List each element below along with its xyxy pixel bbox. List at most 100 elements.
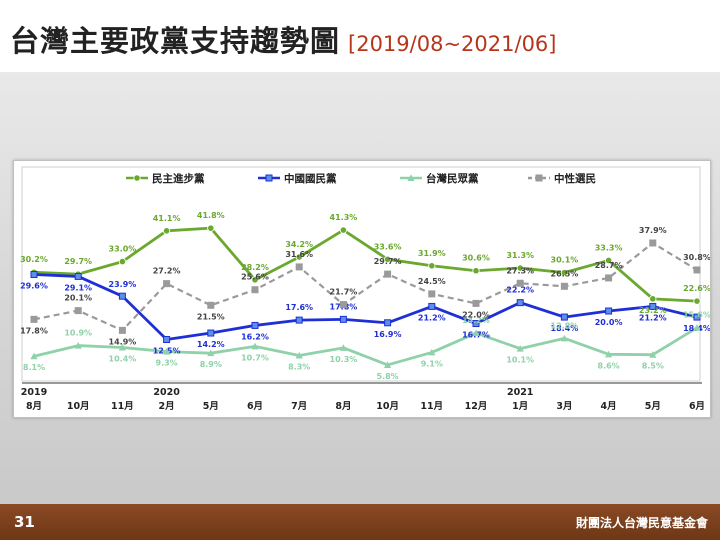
data-point (163, 227, 171, 235)
data-point (339, 315, 347, 323)
data-label: 20.1% (64, 294, 92, 303)
data-point (295, 253, 303, 261)
x-tick-label: 7月 (291, 401, 307, 412)
data-label: 28.2% (241, 263, 269, 272)
data-label: 10.3% (330, 355, 358, 364)
legend-marker-0 (133, 174, 141, 182)
legend-label: 民主進步黨 (152, 172, 205, 185)
chart-card: 民主進步黨 中國國民黨 台灣民眾黨 中性選民 30.2% 29.7% 33.0% 41.1% 4… (13, 160, 711, 418)
data-label: 9.1% (421, 359, 443, 368)
data-point (295, 263, 303, 271)
title-bar: 台灣主要政黨支持趨勢圖 [2019/08~2021/06] (0, 0, 720, 72)
data-label: 30.6% (462, 254, 490, 263)
data-point (428, 262, 436, 270)
data-label: 16.9% (374, 330, 402, 339)
data-label: 10.9% (64, 329, 92, 338)
data-label: 23.9% (109, 280, 137, 289)
data-point (560, 313, 568, 321)
data-label: 33.0% (109, 245, 137, 254)
data-label: 21.2% (418, 313, 446, 322)
data-label: 17.8% (20, 326, 48, 335)
data-point (295, 351, 303, 359)
data-point (384, 319, 392, 327)
data-point (693, 313, 701, 321)
legend-marker-3 (535, 174, 543, 182)
data-point (339, 226, 347, 234)
slide-title: 台灣主要政黨支持趨勢圖 [2019/08~2021/06] (10, 24, 557, 58)
data-point (605, 350, 613, 358)
data-label: 41.1% (153, 214, 181, 223)
x-tick-label: 11月 (420, 401, 443, 412)
data-point (163, 336, 171, 343)
data-point (251, 286, 259, 294)
data-point (118, 326, 126, 334)
data-point (649, 351, 657, 358)
data-label: 31.6% (285, 250, 313, 259)
data-point (472, 329, 480, 337)
data-label: 8.6% (598, 361, 620, 370)
data-label: 8.1% (23, 363, 45, 372)
data-label: 27.3% (506, 266, 534, 275)
data-point (560, 334, 568, 342)
x-tick-label: 5月 (645, 401, 661, 412)
series-line-1 (33, 273, 698, 341)
data-point (295, 316, 303, 324)
organization-name: 財團法人台灣民意基金會 (575, 516, 708, 530)
data-point (30, 315, 38, 323)
series-line-3 (33, 241, 698, 332)
data-point (339, 344, 347, 351)
data-point (649, 295, 657, 303)
data-label: 5.8% (377, 372, 399, 381)
data-point (163, 280, 171, 288)
data-label: 30.2% (20, 255, 48, 264)
data-label: 31.3% (506, 251, 534, 260)
data-point (472, 320, 480, 328)
footer-bar: 31 財團法人台灣民意基金會 (0, 504, 720, 540)
data-label: 31.9% (418, 249, 446, 258)
data-point (604, 256, 613, 265)
x-tick-label: 11月 (111, 401, 134, 412)
data-point (605, 307, 613, 315)
x-tick-label: 6月 (247, 401, 263, 412)
data-label: 21.7% (330, 288, 358, 297)
data-point (339, 301, 347, 309)
data-label: 22.2% (506, 286, 534, 295)
data-label: 18.4% (551, 324, 579, 333)
data-label: 16.2% (241, 332, 269, 341)
data-label: 37.9% (639, 226, 667, 235)
data-point (30, 352, 38, 360)
data-label: 8.3% (288, 362, 310, 371)
data-label: 20.0% (595, 318, 623, 327)
data-point (693, 297, 701, 305)
data-label: 30.8% (683, 253, 710, 262)
data-label: 10.7% (241, 353, 269, 362)
x-tick-label: 4月 (601, 401, 617, 412)
data-point (207, 349, 215, 357)
data-label: 12.8% (551, 321, 579, 330)
x-tick-label: 3月 (556, 401, 572, 412)
data-label: 34.2% (285, 240, 313, 249)
data-label: 9.3% (156, 359, 178, 368)
data-point (251, 276, 259, 284)
data-label: 22.6% (683, 284, 710, 293)
trend-chart: 民主進步黨 中國國民黨 台灣民眾黨 中性選民 30.2% 29.7% 33.0% 41.1% 4… (20, 166, 711, 412)
data-point (74, 307, 82, 315)
year-label: 2020 (153, 387, 180, 398)
data-point (472, 267, 480, 275)
data-label: 10.1% (506, 356, 534, 365)
legend-label: 中性選民 (554, 172, 596, 185)
legend-label: 台灣民眾黨 (426, 172, 479, 185)
legend-label: 中國國民黨 (284, 172, 337, 185)
data-point (74, 341, 82, 349)
data-point (383, 255, 392, 263)
data-point (560, 269, 569, 277)
year-label: 2021 (507, 387, 533, 398)
data-point (649, 302, 657, 310)
data-label: 28.7% (595, 261, 623, 270)
data-label: 29.7% (374, 257, 402, 266)
data-point (560, 282, 568, 290)
data-label: 14.2% (197, 340, 225, 349)
data-point (693, 266, 701, 274)
data-label: 24.5% (418, 277, 446, 286)
data-label: 17.6% (285, 303, 313, 312)
